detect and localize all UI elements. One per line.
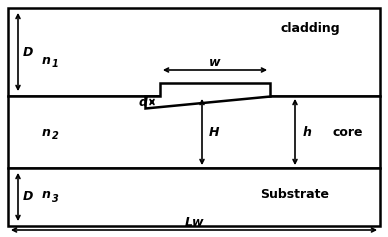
Text: D: D (23, 190, 33, 202)
Text: 2: 2 (52, 131, 59, 141)
Text: n: n (41, 188, 50, 201)
Text: D: D (23, 46, 33, 59)
Text: n: n (41, 54, 50, 67)
Text: d: d (139, 96, 147, 109)
Text: core: core (333, 126, 363, 138)
Text: w: w (209, 55, 221, 68)
Polygon shape (145, 83, 270, 108)
Text: n: n (41, 126, 50, 138)
Text: H: H (209, 126, 219, 138)
Text: Substrate: Substrate (260, 188, 329, 201)
Bar (8, 168, 380, 226)
Text: cladding: cladding (280, 22, 340, 35)
Bar (8, 8, 380, 96)
Text: Lw: Lw (184, 215, 204, 228)
Bar (8, 96, 380, 168)
Text: h: h (303, 126, 312, 138)
Text: 3: 3 (52, 194, 59, 204)
Text: 1: 1 (52, 59, 59, 69)
